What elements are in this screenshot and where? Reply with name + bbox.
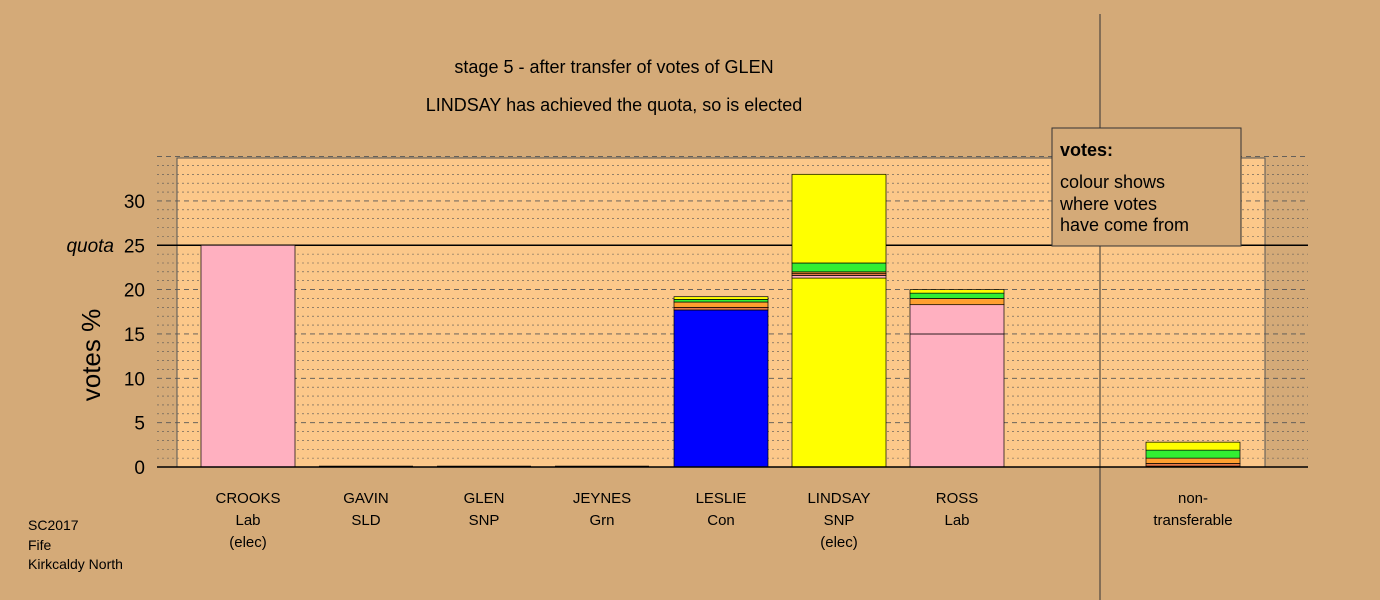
- y-tick-label: 20: [124, 281, 145, 302]
- y-tick-label: 5: [134, 414, 145, 435]
- bar-segment-6-4: [909, 289, 1005, 294]
- x-category-label: non-: [1178, 490, 1208, 507]
- legend-line-1: colour shows: [1060, 172, 1165, 192]
- bar-segment-7-1: [1145, 463, 1241, 467]
- y-axis-label: votes %: [76, 309, 106, 402]
- bar-segment-0-0: [200, 244, 296, 468]
- bar-segment-5-1: [791, 275, 887, 279]
- chart-title: stage 5 - after transfer of votes of GLE…: [454, 57, 773, 77]
- x-category-label: JEYNES: [573, 490, 631, 507]
- bar-segment-5-5: [791, 173, 887, 264]
- bar-segment-7-2: [1145, 457, 1241, 464]
- footer-line-2: Fife: [28, 537, 52, 553]
- y-tick-label: 30: [124, 192, 145, 213]
- bar-segment-4-1: [673, 306, 769, 311]
- footer-line-1: SC2017: [28, 517, 79, 533]
- x-category-label: (elec): [820, 534, 858, 551]
- x-category-label: Lab: [235, 512, 260, 529]
- x-category-label: GLEN: [464, 490, 505, 507]
- x-category-label: Con: [707, 512, 735, 529]
- y-tick-label: 10: [124, 369, 145, 390]
- bar-segment-6-3: [909, 292, 1005, 299]
- x-category-label: GAVIN: [343, 490, 389, 507]
- bar-segment-4-3: [673, 299, 769, 303]
- y-tick-label: 0: [134, 458, 145, 479]
- x-category-label: (elec): [229, 534, 267, 551]
- bar-segment-6-0: [909, 333, 1005, 468]
- x-category-label: Grn: [589, 512, 614, 529]
- bar-segment-4-0: [673, 309, 769, 468]
- bar-segment-7-4: [1145, 441, 1241, 451]
- x-category-label: ROSS: [936, 490, 979, 507]
- legend-line-2: where votes: [1059, 194, 1157, 214]
- bar-segment-4-4: [673, 296, 769, 300]
- legend-box: votes: colour shows where votes have com…: [1051, 127, 1242, 247]
- y-tick-label: 15: [124, 325, 145, 346]
- x-category-label: LESLIE: [696, 490, 747, 507]
- x-category-label: SNP: [824, 512, 855, 529]
- bar-segment-6-2: [909, 298, 1005, 306]
- bar-segment-4-2: [673, 301, 769, 308]
- bar-segment-7-3: [1145, 449, 1241, 459]
- bar-segment-5-4: [791, 262, 887, 273]
- x-category-label: Lab: [944, 512, 969, 529]
- legend-title: votes:: [1060, 140, 1113, 160]
- quota-label: quota: [66, 236, 114, 257]
- x-category-label: LINDSAY: [807, 490, 870, 507]
- footer-line-3: Kirkcaldy North: [28, 556, 123, 572]
- legend-line-3: have come from: [1060, 215, 1189, 235]
- x-category-label: CROOKS: [215, 490, 280, 507]
- x-category-label: SNP: [469, 512, 500, 529]
- x-category-label: transferable: [1153, 512, 1232, 529]
- bar-segment-5-0: [791, 277, 887, 468]
- bar-segment-6-1: [909, 304, 1005, 335]
- y-tick-label: 25: [124, 236, 145, 257]
- chart-subtitle: LINDSAY has achieved the quota, so is el…: [426, 95, 803, 115]
- x-category-label: SLD: [351, 512, 380, 529]
